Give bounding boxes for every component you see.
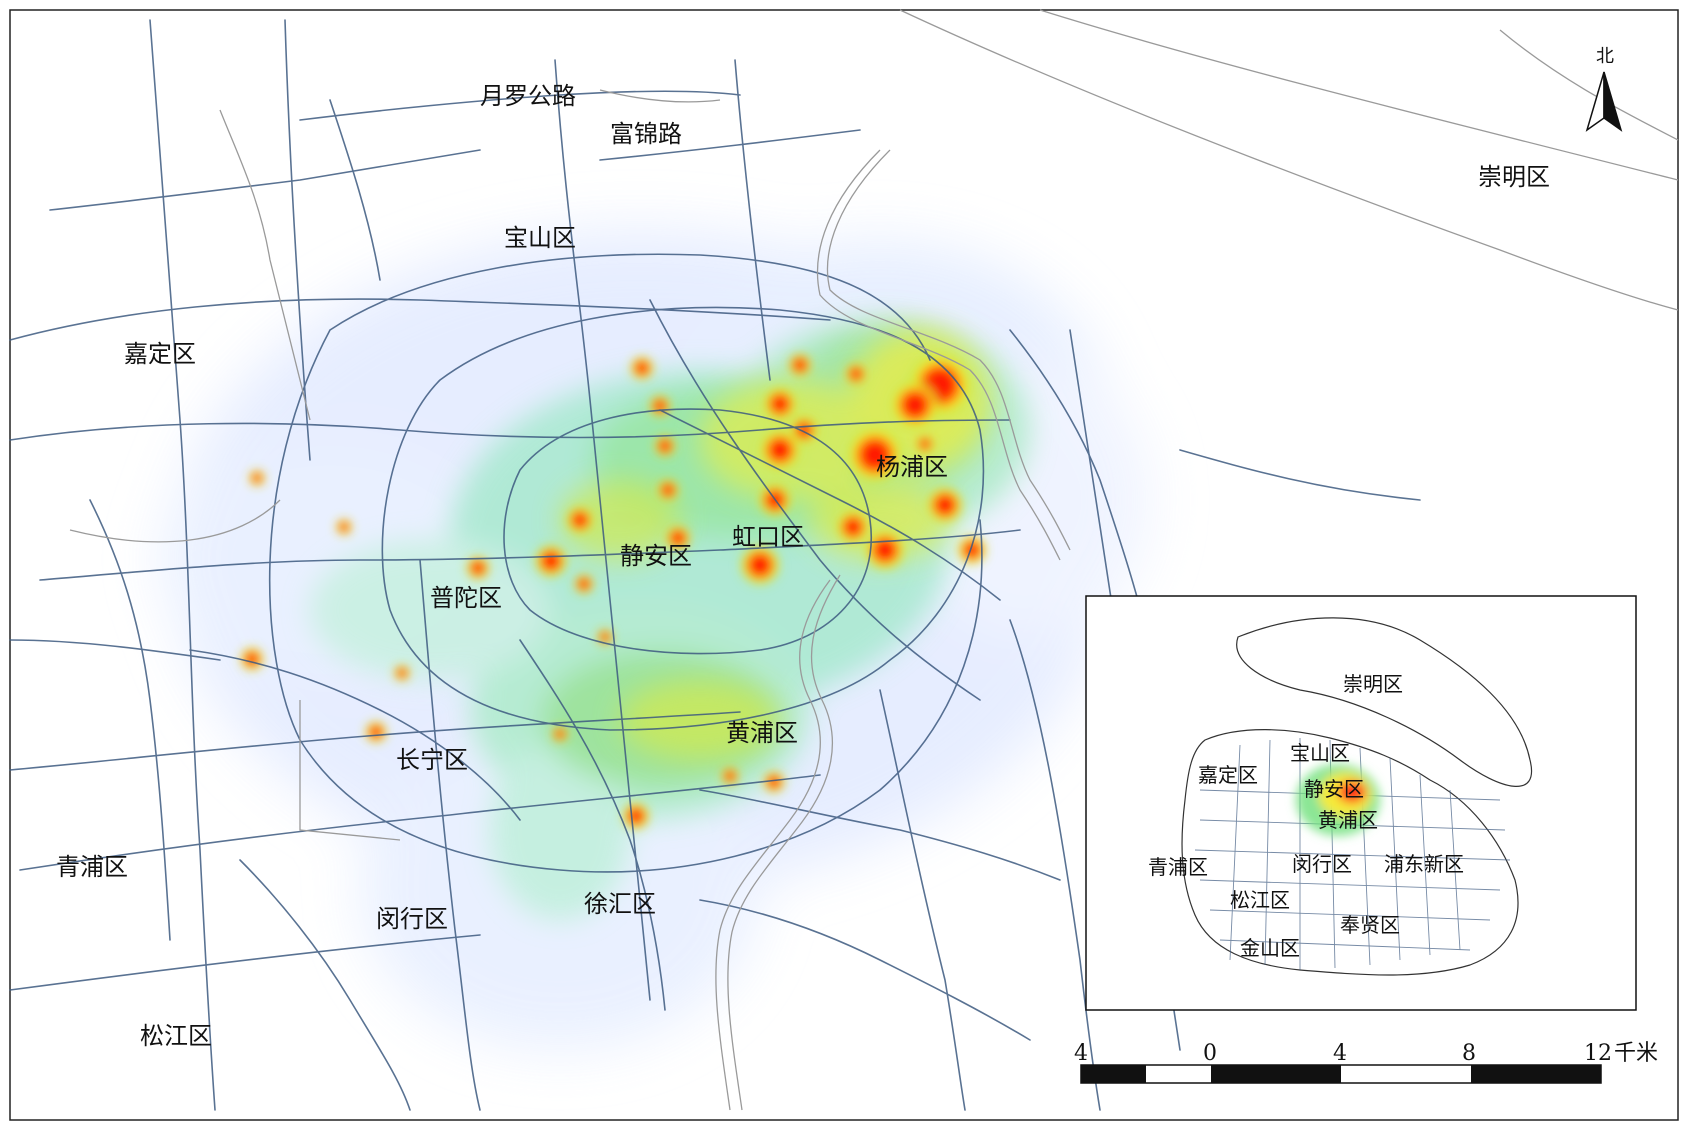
label-yangpu: 杨浦区 xyxy=(876,453,948,481)
scale-seg-3 xyxy=(1471,1065,1601,1083)
label-huangpu: 黄浦区 xyxy=(726,719,798,747)
inset-label-baoshan: 宝山区 xyxy=(1290,741,1350,765)
scale-tick-3: 8 xyxy=(1462,1041,1476,1066)
label-jingan: 静安区 xyxy=(620,542,692,570)
scale-tick-0: 4 xyxy=(1074,1041,1088,1066)
north-label: 北 xyxy=(1596,46,1614,67)
inset-label-jinshan: 金山区 xyxy=(1240,936,1300,960)
road-network xyxy=(9,19,1421,1111)
inset-label-fengxian: 奉贤区 xyxy=(1340,913,1400,937)
inset-label-jiading: 嘉定区 xyxy=(1198,763,1258,787)
inset-heat xyxy=(1296,764,1380,836)
inset-label-pudong: 浦东新区 xyxy=(1384,852,1464,876)
inset-label-songjiang: 松江区 xyxy=(1230,888,1290,912)
north-arrow-right xyxy=(1603,71,1623,132)
district-labels: 月罗公路 富锦路 崇明区 宝山区 嘉定区 杨浦区 虹口区 静安区 普陀区 黄浦区… xyxy=(56,82,1550,1050)
label-xuhui: 徐汇区 xyxy=(584,890,656,918)
label-songjiang: 松江区 xyxy=(140,1022,212,1050)
inset-label-minhang: 闵行区 xyxy=(1292,852,1352,876)
north-arrow: 北 xyxy=(1585,46,1623,132)
scale-seg-2 xyxy=(1211,1065,1341,1083)
scale-bar: 4 0 4 8 12 千米 xyxy=(1074,1041,1658,1084)
label-fujin: 富锦路 xyxy=(610,120,682,148)
inset-map: 崇明区 宝山区 嘉定区 静安区 黄浦区 青浦区 闵行区 浦东新区 松江区 奉贤区… xyxy=(1085,595,1637,1011)
label-putuo: 普陀区 xyxy=(430,584,502,612)
inset-label-huangpu: 黄浦区 xyxy=(1318,808,1378,832)
scale-tick-1: 0 xyxy=(1203,1041,1217,1066)
label-yueluo: 月罗公路 xyxy=(480,82,576,110)
label-qingpu: 青浦区 xyxy=(56,853,128,881)
label-chongming: 崇明区 xyxy=(1478,163,1550,191)
scale-tick-4: 12 xyxy=(1584,1041,1612,1066)
inset-label-qingpu: 青浦区 xyxy=(1148,855,1208,879)
label-jiading: 嘉定区 xyxy=(124,340,196,368)
label-minhang: 闵行区 xyxy=(376,905,448,933)
heat-hotspots xyxy=(239,351,988,831)
inset-label-jingan: 静安区 xyxy=(1304,777,1364,801)
label-baoshan: 宝山区 xyxy=(504,224,576,252)
river-and-coast xyxy=(69,9,1679,1111)
scale-unit: 千米 xyxy=(1614,1041,1658,1066)
inset-chongming-outline xyxy=(1236,617,1533,787)
label-changning: 长宁区 xyxy=(396,746,468,774)
scale-seg-1 xyxy=(1081,1065,1146,1083)
scale-tick-2: 4 xyxy=(1333,1041,1347,1066)
label-hongkou: 虹口区 xyxy=(732,523,804,551)
inset-label-chongming: 崇明区 xyxy=(1343,672,1403,696)
